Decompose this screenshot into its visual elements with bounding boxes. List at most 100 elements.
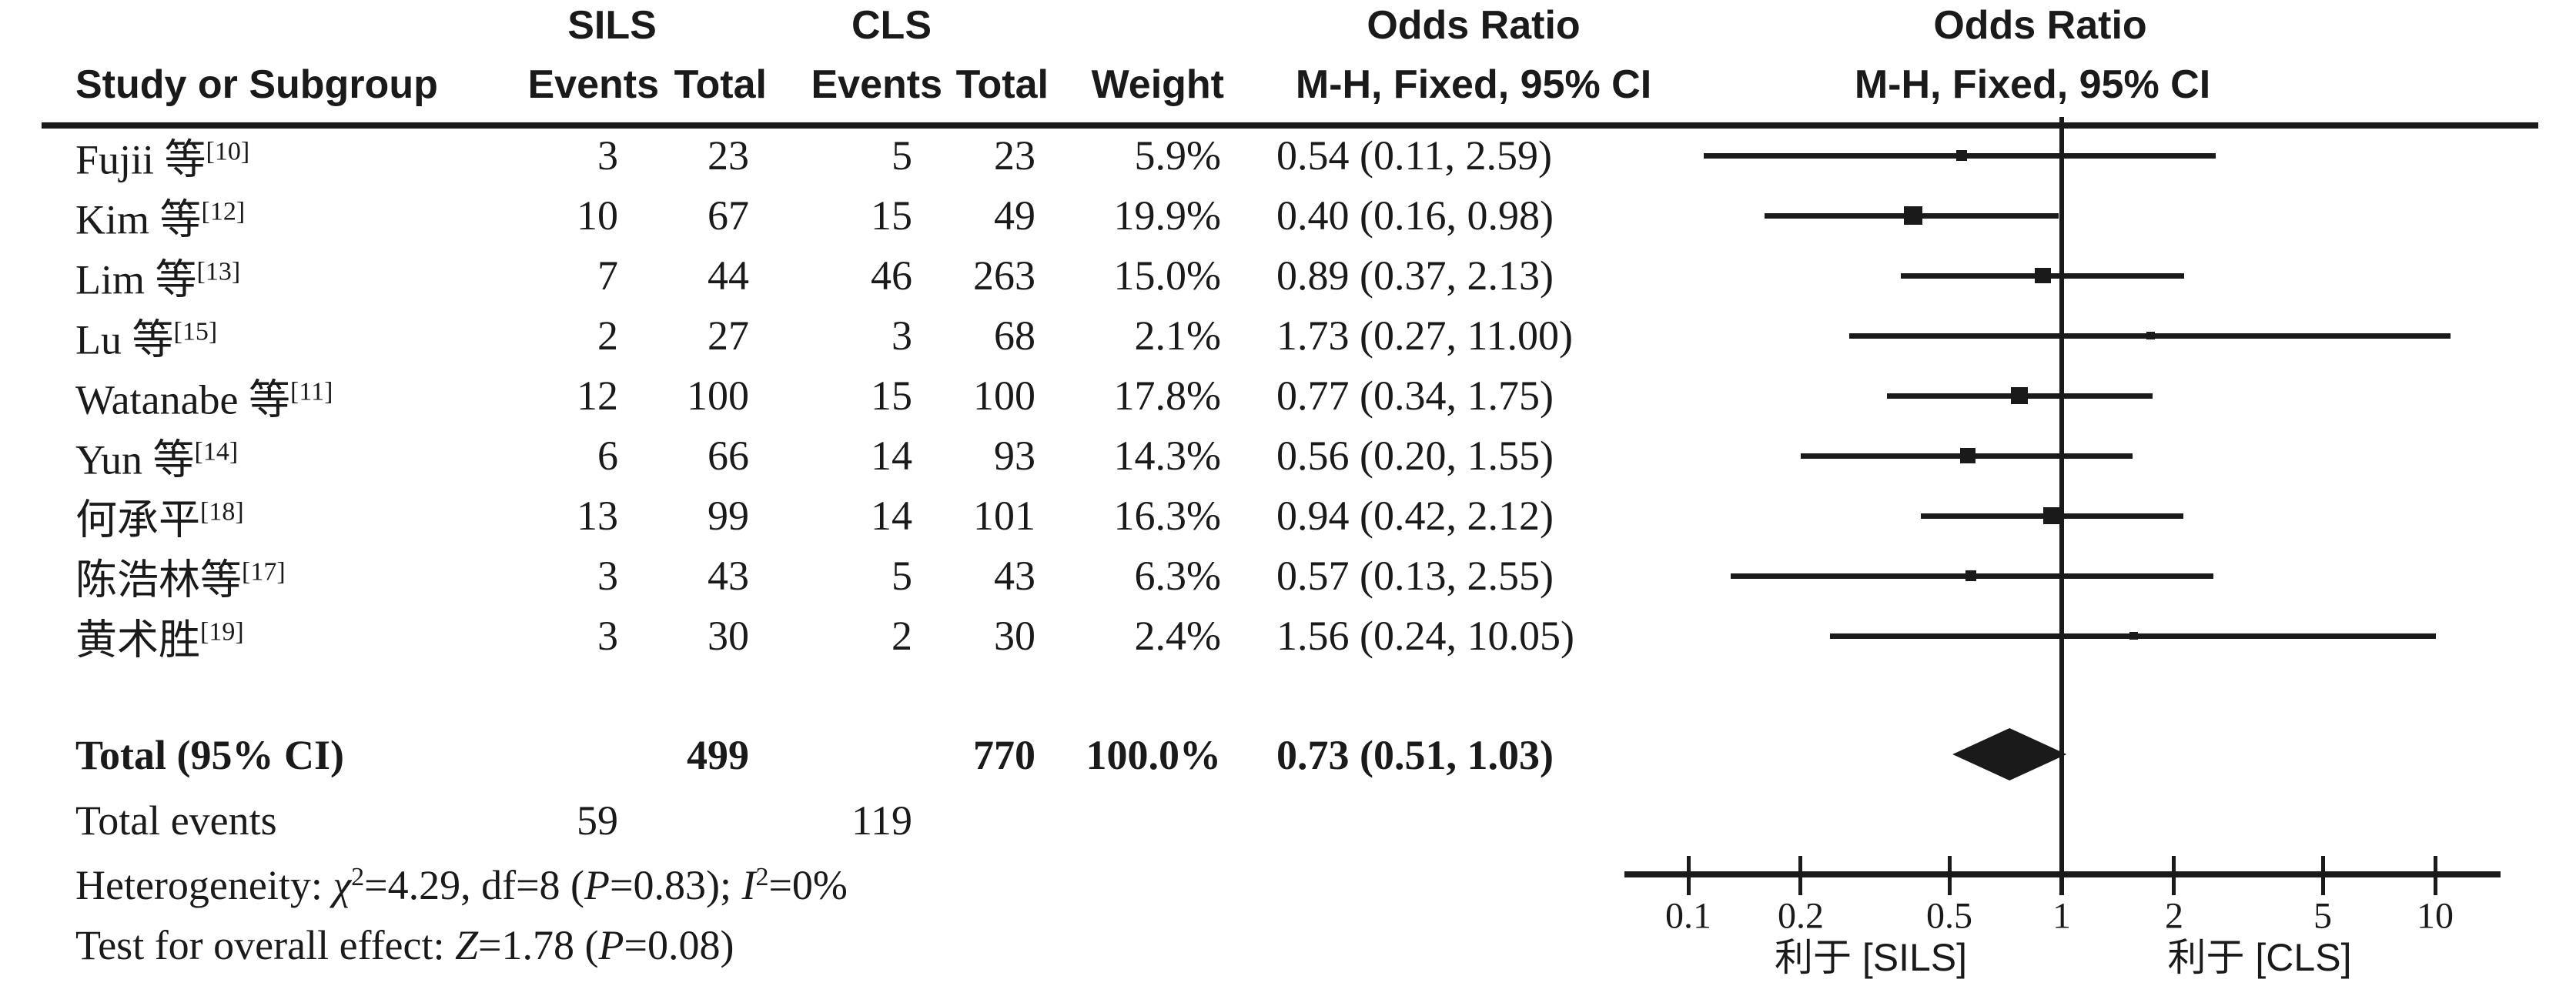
favors-right-label: 利于 [CLS] bbox=[2167, 936, 2352, 979]
text-segment: [15] bbox=[173, 317, 218, 346]
total-events-label: Total events bbox=[75, 797, 277, 844]
x-axis-tick bbox=[2320, 856, 2325, 895]
text-segment: [19] bbox=[200, 617, 244, 647]
total-cls-n: 770 bbox=[973, 732, 1035, 778]
sils-total-value: 43 bbox=[708, 553, 749, 599]
sils-total-value: 44 bbox=[708, 252, 749, 299]
sils-events-value: 6 bbox=[597, 433, 618, 479]
sils-total-value: 30 bbox=[708, 613, 749, 659]
point-estimate-square bbox=[2146, 331, 2155, 340]
cls-total-value: 101 bbox=[973, 493, 1035, 539]
cls-events-value: 15 bbox=[871, 192, 912, 239]
x-axis-tick bbox=[2172, 856, 2176, 895]
text-segment: Fujii 等 bbox=[75, 136, 206, 183]
text-segment: Lim 等 bbox=[75, 256, 197, 303]
text-segment: =1.78 ( bbox=[478, 922, 599, 968]
sils-events-value: 12 bbox=[577, 373, 618, 419]
sils-events-value: 3 bbox=[597, 132, 618, 179]
point-estimate-square bbox=[1965, 570, 1976, 581]
cls-total-value: 23 bbox=[994, 132, 1035, 179]
total-row-label: Total (95% CI) bbox=[75, 732, 345, 778]
text-segment: 2 bbox=[755, 863, 769, 891]
x-axis-tick bbox=[1798, 856, 1803, 895]
or-ci-value: 0.94 (0.42, 2.12) bbox=[1276, 493, 1554, 539]
text-segment: P bbox=[584, 862, 611, 908]
sils-total-value: 67 bbox=[708, 192, 749, 239]
weight-value: 6.3% bbox=[1134, 553, 1221, 599]
weight-value: 16.3% bbox=[1113, 493, 1221, 539]
text-segment: [17] bbox=[242, 557, 286, 587]
or-ci-value: 0.54 (0.11, 2.59) bbox=[1276, 132, 1552, 179]
header-rule bbox=[42, 122, 2538, 129]
text-segment: 陈浩林等 bbox=[75, 557, 242, 603]
column-header-sils-total: Total bbox=[674, 62, 767, 107]
column-header-study: Study or Subgroup bbox=[75, 62, 438, 107]
text-segment: [14] bbox=[194, 437, 239, 466]
text-segment: Kim 等 bbox=[75, 196, 202, 243]
weight-value: 5.9% bbox=[1134, 132, 1221, 179]
text-segment: P bbox=[598, 922, 624, 968]
or-ci-value: 0.89 (0.37, 2.13) bbox=[1276, 252, 1554, 299]
sils-total-value: 99 bbox=[708, 493, 749, 539]
or-ci-value: 0.57 (0.13, 2.55) bbox=[1276, 553, 1554, 599]
or-column-title: Odds Ratio bbox=[1367, 3, 1581, 48]
group-header-cls: CLS bbox=[851, 3, 932, 48]
study-label: 何承平[18] bbox=[75, 486, 244, 546]
or-ci-value: 0.77 (0.34, 1.75) bbox=[1276, 373, 1554, 419]
text-segment: 何承平 bbox=[75, 496, 200, 543]
x-axis-tick-label: 0.2 bbox=[1777, 895, 1824, 937]
text-segment: Lu 等 bbox=[75, 316, 174, 363]
column-header-sils-events: Events bbox=[527, 62, 659, 107]
cls-total-value: 68 bbox=[994, 313, 1035, 359]
total-events-cls: 119 bbox=[851, 797, 912, 844]
plot-header-or-ci: M-H, Fixed, 95% CI bbox=[1854, 62, 2211, 107]
x-axis-tick bbox=[2433, 856, 2437, 895]
text-segment: [10] bbox=[206, 137, 250, 166]
weight-value: 14.3% bbox=[1113, 433, 1221, 479]
column-header-weight: Weight bbox=[1091, 62, 1224, 107]
sils-events-value: 3 bbox=[597, 553, 618, 599]
text-segment: Yun 等 bbox=[75, 436, 195, 483]
text-segment: =0.08) bbox=[624, 922, 734, 968]
x-axis-tick-label: 2 bbox=[2164, 895, 2183, 937]
x-axis-tick-label: 0.1 bbox=[1665, 895, 1711, 937]
x-axis-tick bbox=[2059, 856, 2064, 895]
x-axis-tick-label: 10 bbox=[2417, 895, 2454, 937]
sils-events-value: 3 bbox=[597, 613, 618, 659]
text-segment: χ bbox=[333, 862, 352, 908]
text-segment: Watanabe 等 bbox=[75, 376, 291, 423]
total-sils-n: 499 bbox=[687, 732, 749, 778]
weight-value: 17.8% bbox=[1113, 373, 1221, 419]
cls-events-value: 46 bbox=[871, 252, 912, 299]
study-label: Watanabe 等[11] bbox=[75, 366, 333, 426]
sils-events-value: 2 bbox=[597, 313, 618, 359]
favors-left-label: 利于 [SILS] bbox=[1774, 936, 1968, 979]
text-segment: 2 bbox=[351, 863, 365, 891]
text-segment: Test for overall effect: bbox=[75, 922, 455, 968]
point-estimate-square bbox=[2129, 631, 2139, 640]
point-estimate-square bbox=[1956, 150, 1967, 161]
cls-total-value: 100 bbox=[973, 373, 1035, 419]
study-label: Lu 等[15] bbox=[75, 306, 217, 366]
weight-value: 19.9% bbox=[1113, 192, 1221, 239]
text-segment: [12] bbox=[201, 197, 246, 226]
cls-total-value: 43 bbox=[994, 553, 1035, 599]
text-segment: [11] bbox=[290, 377, 333, 406]
weight-value: 2.4% bbox=[1134, 613, 1221, 659]
point-estimate-square bbox=[1903, 206, 1923, 226]
total-events-sils: 59 bbox=[577, 797, 618, 844]
cls-total-value: 263 bbox=[973, 252, 1035, 299]
point-estimate-square bbox=[1959, 447, 1975, 464]
sils-total-value: 27 bbox=[708, 313, 749, 359]
or-plot-title: Odds Ratio bbox=[1933, 3, 2147, 48]
text-segment: [13] bbox=[196, 257, 241, 286]
cls-events-value: 14 bbox=[871, 493, 912, 539]
text-segment: =0% bbox=[768, 862, 848, 908]
sils-events-value: 7 bbox=[597, 252, 618, 299]
overall-effect-text: Test for overall effect: Z=1.78 (P=0.08) bbox=[75, 921, 734, 969]
point-estimate-square bbox=[2035, 267, 2051, 284]
sils-events-value: 13 bbox=[577, 493, 618, 539]
x-axis-tick bbox=[1686, 856, 1691, 895]
study-label: 陈浩林等[17] bbox=[75, 546, 286, 607]
